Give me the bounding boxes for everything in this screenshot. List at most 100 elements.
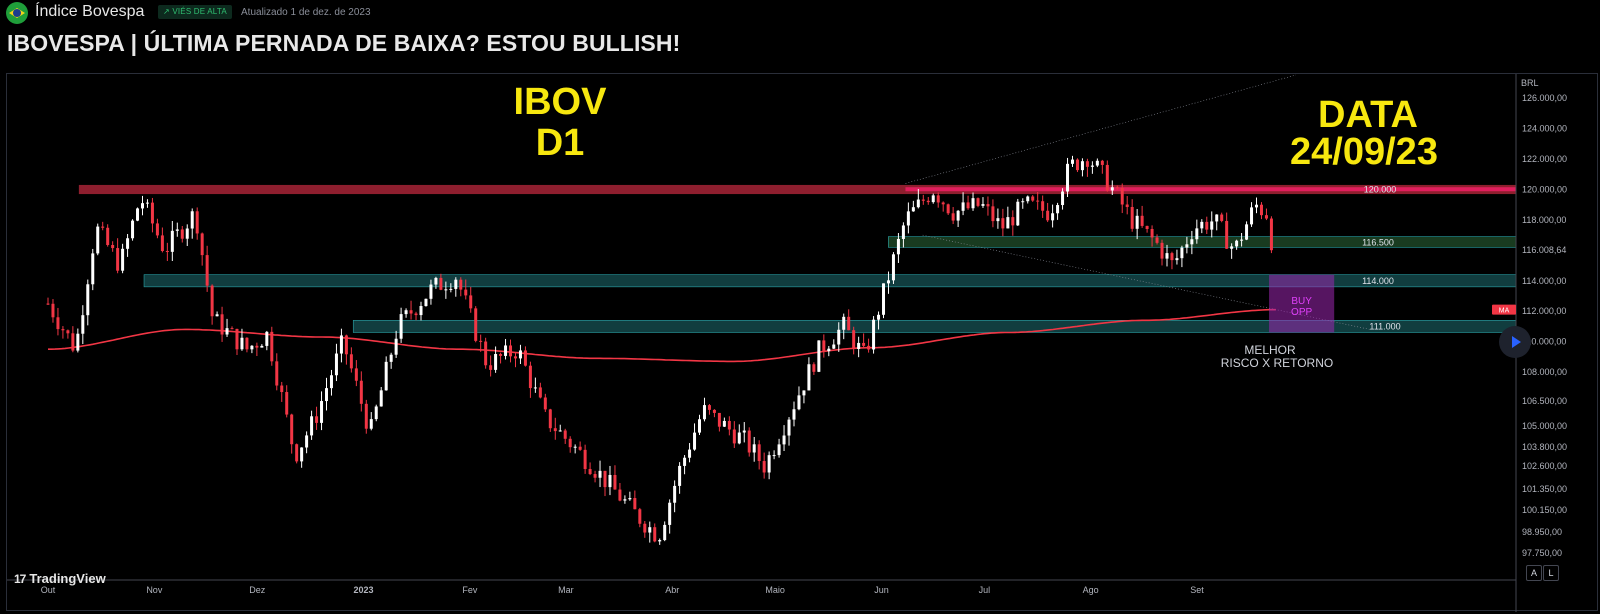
candle-body	[374, 406, 378, 420]
candle-body	[1210, 221, 1214, 230]
ma-tag	[1492, 304, 1516, 315]
candle-body	[792, 409, 796, 420]
candle-body	[1001, 218, 1005, 229]
candle-body	[1016, 201, 1020, 226]
candle-body	[1085, 161, 1089, 167]
ibov-annotation: IBOV	[514, 81, 608, 123]
symbol-name[interactable]: Índice Bovespa	[35, 3, 145, 20]
candle-body	[847, 316, 851, 331]
candle-body	[588, 469, 592, 475]
candle-body	[315, 416, 319, 423]
candle-body	[180, 229, 184, 239]
candle-body	[658, 540, 662, 542]
candle-body	[474, 308, 478, 341]
time-tick: Ago	[1083, 585, 1099, 595]
candle-body	[464, 289, 468, 296]
time-tick: Set	[1190, 585, 1204, 595]
data-annotation: DATA	[1318, 94, 1418, 136]
candle-body	[1175, 258, 1179, 261]
candle-body	[673, 485, 677, 503]
time-tick: Jul	[979, 585, 991, 595]
candle-body	[1090, 165, 1094, 167]
candle-body	[852, 330, 856, 349]
price-tick: 108.000,00	[1522, 367, 1567, 377]
candle-body	[1145, 225, 1149, 230]
candle-body	[956, 210, 960, 221]
candle-body	[235, 328, 239, 350]
candle-body	[1240, 239, 1244, 241]
candle-body	[155, 223, 159, 236]
candle-body	[1269, 218, 1273, 251]
candle-body	[678, 465, 682, 486]
candle-body	[1056, 205, 1060, 214]
candle-body	[175, 229, 179, 231]
candle-body	[339, 335, 343, 354]
candle-body	[1220, 214, 1224, 221]
candle-body	[160, 235, 164, 252]
candle-body	[56, 317, 60, 330]
candle-body	[772, 455, 776, 457]
level-label-116500: 116.500	[1362, 238, 1394, 248]
candle-body	[1046, 210, 1050, 221]
timeframe-annotation: D1	[536, 122, 585, 164]
candle-body	[364, 403, 368, 429]
candle-body	[136, 208, 140, 221]
candle-body	[862, 342, 866, 346]
candle-body	[817, 340, 821, 372]
candle-body	[379, 390, 383, 407]
candle-body	[921, 199, 925, 201]
candle-body	[633, 498, 637, 510]
candle-body	[300, 447, 304, 462]
candle-body	[1195, 228, 1199, 240]
log-scale-button[interactable]: L	[1543, 565, 1559, 581]
candle-body	[916, 199, 920, 208]
ma-tag-label: MA	[1499, 308, 1510, 315]
candle-body	[1250, 207, 1254, 225]
candle-body	[270, 331, 274, 362]
note-line-2: RISCO X RETORNO	[1221, 356, 1333, 370]
candle-body	[1080, 161, 1084, 171]
replay-button[interactable]	[1499, 326, 1531, 358]
updated-timestamp: Atualizado 1 de dez. de 2023	[241, 7, 371, 18]
candle-body	[812, 364, 816, 372]
candle-body	[1200, 221, 1204, 229]
candle-body	[623, 499, 627, 501]
candle-body	[349, 354, 353, 369]
opp-label: OPP	[1291, 307, 1312, 318]
candle-body	[1006, 217, 1010, 229]
candle-body	[1026, 196, 1030, 202]
candle-body	[578, 446, 582, 450]
candle-body	[185, 228, 189, 239]
price-tick: 106.500,00	[1522, 396, 1567, 406]
chart-frame[interactable]	[6, 73, 1598, 611]
candle-body	[538, 387, 542, 398]
candle-body	[265, 331, 269, 346]
candle-body	[1051, 213, 1055, 221]
candle-body	[170, 230, 174, 252]
candle-body	[429, 284, 433, 299]
candle-body	[140, 203, 144, 209]
candle-body	[1259, 204, 1263, 216]
candle-body	[543, 397, 547, 410]
candle-body	[752, 444, 756, 453]
candle-body	[872, 319, 876, 350]
candle-body	[230, 328, 234, 330]
auto-scale-button[interactable]: A	[1526, 565, 1542, 581]
candle-body	[986, 204, 990, 207]
candle-body	[399, 314, 403, 339]
bias-badge: ↗ VIÉS DE ALTA	[158, 5, 232, 19]
candle-body	[509, 345, 513, 357]
candle-body	[966, 202, 970, 209]
candle-body	[931, 195, 935, 203]
candle-body	[66, 330, 70, 334]
candle-body	[111, 244, 115, 249]
tradingview-watermark[interactable]: ⁠17 TradingView	[14, 571, 106, 586]
price-tick: 124.000,00	[1522, 124, 1567, 134]
candle-body	[1110, 187, 1114, 191]
candle-body	[389, 354, 393, 362]
price-tick: 102.600,00	[1522, 461, 1567, 471]
candle-body	[46, 303, 50, 305]
candle-body	[822, 340, 826, 352]
candle-body	[250, 345, 254, 350]
